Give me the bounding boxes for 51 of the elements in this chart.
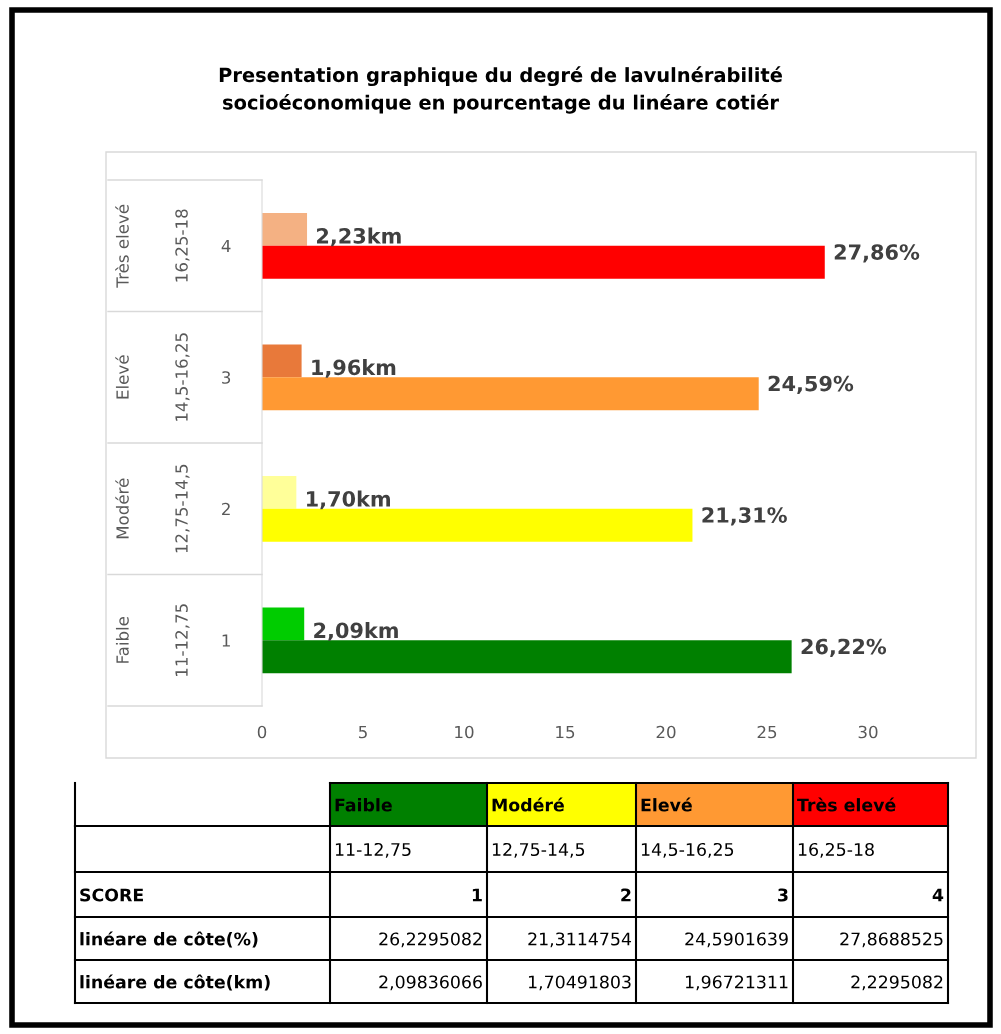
text: Elevé [115,355,129,399]
y-tick-label: 3 [222,371,231,384]
y-tick-label: 2 [222,502,230,516]
data-label: 21,31% [702,507,787,526]
text: 11-12,75 [175,604,190,676]
text: 12,75-14,5 [492,842,585,858]
data-label: 2,23km [317,227,401,247]
category-label: 2 [621,888,631,902]
text: 24,5901639 [685,932,788,948]
data-label: 1,96km [312,359,396,378]
text: 16,25-18 [175,209,190,282]
text: Modéré [492,797,564,812]
data-label: 24,59% [768,375,854,395]
y-tick-label: 1 [222,634,230,647]
x-tick-label: 10 [455,725,474,739]
x-tick-label: 20 [656,725,676,739]
text: 27,8688525 [840,932,943,948]
x-tick-label: 25 [757,725,777,739]
chart-title: Presentation graphique du degré de lavulnérabilité socioéconomique en pourcentage du linéare cotiér [219,66,782,114]
text: 12,75-14,5 [175,464,190,553]
text: 2,2295082 [851,975,943,991]
text: 16,25-18 [798,842,874,858]
data-label: 26,22% [801,638,887,658]
category-label: 3 [778,888,788,902]
text: 1,70491803 [528,975,631,991]
x-tick-label: 0 [257,725,267,739]
text: 2,09836066 [379,975,482,991]
text: Très elevé [797,797,896,812]
text: Elevé [641,797,692,812]
data-label: 1,70km [307,490,390,510]
text: Faible [335,798,392,812]
text: 26,2295082 [379,932,482,948]
text: Très elevé [115,204,129,288]
text: 1,96721311 [685,975,788,991]
category-label: 4 [932,888,944,902]
data-label: 27,86% [834,244,920,263]
data-label: 2,09km [314,622,398,641]
text: Faible [115,616,129,663]
text: linéare de côte(%) [80,931,258,948]
category-label: 1 [472,888,482,902]
text: 11-12,75 [335,842,411,858]
text: 14,5-16,25 [175,333,190,421]
text: SCORE [80,888,143,902]
text: 21,3114754 [528,932,632,948]
x-tick-label: 30 [858,725,878,739]
x-tick-label: 15 [556,725,575,739]
x-tick-label: 5 [358,725,367,739]
y-tick-label: 4 [221,239,231,253]
text: Modéré [115,478,129,539]
text: 14,5-16,25 [641,842,734,858]
text: linéare de côte(km) [80,974,270,991]
